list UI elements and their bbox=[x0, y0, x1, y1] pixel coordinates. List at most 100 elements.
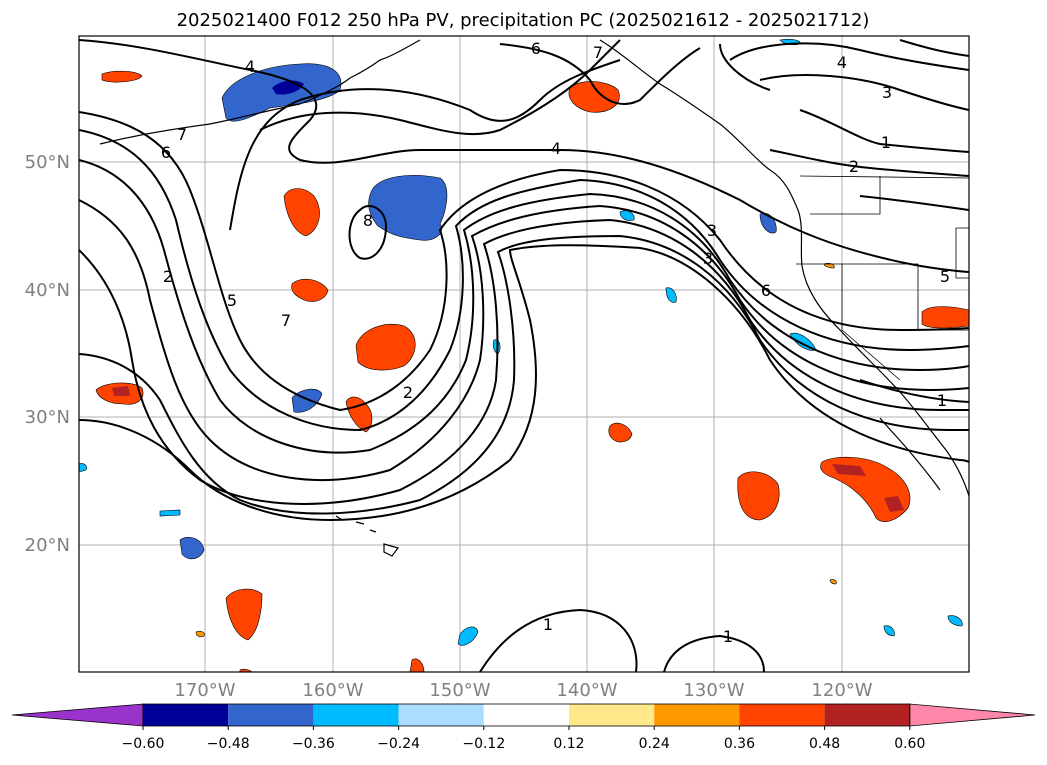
pv-contour-line bbox=[663, 634, 765, 672]
lon-label-140w: 140°W bbox=[556, 680, 617, 701]
precip-region-pos bbox=[921, 306, 969, 329]
contour-label: 4 bbox=[551, 139, 561, 158]
graticule bbox=[79, 36, 969, 672]
pv-contours bbox=[79, 39, 969, 672]
precip-region-pos bbox=[225, 588, 263, 641]
longitude-labels: 170°W 160°W 150°W 140°W 130°W 120°W bbox=[174, 680, 872, 701]
colorbar-segment bbox=[483, 704, 569, 726]
pv-contour-line bbox=[79, 218, 969, 505]
colorbar-tick-label: 0.36 bbox=[724, 736, 755, 752]
colorbar-extend-low bbox=[11, 703, 144, 727]
pv-contour-line bbox=[859, 195, 969, 211]
colorbar-tick-label: −0.12 bbox=[462, 736, 505, 752]
pv-contour-line bbox=[719, 43, 771, 91]
pv-contour-line bbox=[729, 42, 969, 71]
contour-label: 5 bbox=[227, 291, 237, 310]
colorbar-tick-label: −0.48 bbox=[207, 736, 250, 752]
precip-region-neg bbox=[883, 625, 895, 637]
precip-region-pos bbox=[823, 262, 835, 269]
contour-label: 1 bbox=[723, 627, 733, 646]
pv-contour-line bbox=[79, 199, 969, 481]
precip-core-pos bbox=[884, 496, 904, 512]
contour-label: 4 bbox=[245, 57, 255, 76]
pv-contour-line bbox=[859, 379, 969, 403]
map-frame bbox=[78, 35, 970, 673]
pv-contour-line bbox=[259, 39, 621, 136]
map-title: 2025021400 F012 250 hPa PV, precipitatio… bbox=[177, 10, 870, 31]
pv-contour-line bbox=[769, 149, 969, 177]
pv-contour-line bbox=[499, 43, 701, 105]
pv-contour-line bbox=[79, 159, 969, 454]
colorbar-segment bbox=[654, 704, 740, 726]
map-panel: 4 7 6 7 6 4 3 1 2 8 4 2 5 7 2 3 3 6 5 1 bbox=[78, 35, 970, 673]
precip-region-pos bbox=[239, 668, 253, 672]
colorbar-tick-label: 0.60 bbox=[894, 736, 925, 752]
contour-label: 2 bbox=[849, 157, 859, 176]
coastline-aleutians bbox=[99, 103, 301, 145]
lon-label-150w: 150°W bbox=[429, 680, 490, 701]
precip-core-pos bbox=[832, 464, 866, 476]
colorbar-segment bbox=[739, 704, 825, 726]
colorbar-frame bbox=[142, 703, 911, 727]
contour-label: 2 bbox=[163, 267, 173, 286]
precip-region-pos bbox=[355, 324, 416, 371]
precip-region-pos bbox=[829, 579, 837, 585]
precip-core-pos bbox=[112, 386, 130, 396]
colorbar-tick-label: −0.36 bbox=[292, 736, 335, 752]
precip-region-neg bbox=[368, 175, 448, 241]
precip-region-pos bbox=[345, 396, 373, 433]
colorbar-tick-label: 0.24 bbox=[639, 736, 670, 752]
precip-region-pos bbox=[608, 422, 633, 443]
precip-region-neg bbox=[665, 287, 677, 303]
coastline-baja bbox=[879, 417, 941, 491]
lat-label-30n: 30°N bbox=[25, 407, 70, 428]
colorbar-segment bbox=[569, 704, 655, 726]
colorbar: −0.60 −0.48 −0.36 −0.24 −0.12 0.12 0.24 0.36 0.4… bbox=[11, 703, 1036, 752]
colorbar-tick-label: −0.24 bbox=[377, 736, 420, 752]
contour-label: 1 bbox=[937, 391, 947, 410]
contour-label: 3 bbox=[707, 221, 717, 240]
pv-contour-line bbox=[79, 39, 969, 273]
border-canada-us bbox=[799, 175, 969, 179]
precip-region-neg bbox=[159, 509, 181, 517]
lon-label-170w: 170°W bbox=[174, 680, 235, 701]
contour-label: 8 bbox=[363, 211, 373, 230]
contour-label: 7 bbox=[177, 125, 187, 144]
border-state bbox=[810, 176, 881, 215]
contour-label: 4 bbox=[837, 53, 847, 72]
colorbar-tick-label: 0.48 bbox=[809, 736, 840, 752]
lon-label-120w: 120°W bbox=[811, 680, 872, 701]
contour-label: 3 bbox=[703, 249, 713, 268]
coastline-north-america bbox=[599, 39, 969, 497]
coastline-alaska-peninsula bbox=[299, 39, 421, 105]
colorbar-segment bbox=[313, 704, 399, 726]
latitude-labels: 50°N 40°N 30°N 20°N bbox=[25, 152, 70, 556]
lat-label-50n: 50°N bbox=[25, 152, 70, 173]
pv-contour-line bbox=[79, 111, 969, 412]
contour-label: 7 bbox=[593, 43, 603, 62]
pv-contour-labels: 4 7 6 7 6 4 3 1 2 8 4 2 5 7 2 3 3 6 5 1 bbox=[161, 39, 950, 646]
precip-region-neg bbox=[179, 537, 205, 560]
border-state bbox=[796, 263, 919, 330]
pv-contour-line bbox=[229, 59, 621, 231]
pv-contour-line bbox=[759, 74, 969, 111]
contour-label: 1 bbox=[543, 615, 553, 634]
precip-region-neg bbox=[79, 463, 87, 473]
lon-label-160w: 160°W bbox=[302, 680, 363, 701]
border-state bbox=[841, 264, 901, 381]
colorbar-tick-label: 0.12 bbox=[553, 736, 584, 752]
precip-region-pos bbox=[101, 70, 143, 83]
precip-region-neg bbox=[457, 626, 479, 646]
colorbar-extend-high bbox=[909, 703, 1036, 727]
precip-region-pos bbox=[568, 81, 620, 113]
contour-label: 5 bbox=[940, 267, 950, 286]
contour-label: 1 bbox=[881, 133, 891, 152]
pv-contour-line bbox=[899, 39, 969, 57]
contour-label: 6 bbox=[161, 143, 171, 162]
coastlines bbox=[99, 39, 969, 557]
colorbar-segment bbox=[228, 704, 314, 726]
precip-region-pos bbox=[283, 188, 320, 237]
contour-label: 6 bbox=[761, 281, 771, 300]
precip-region-pos bbox=[291, 278, 329, 302]
